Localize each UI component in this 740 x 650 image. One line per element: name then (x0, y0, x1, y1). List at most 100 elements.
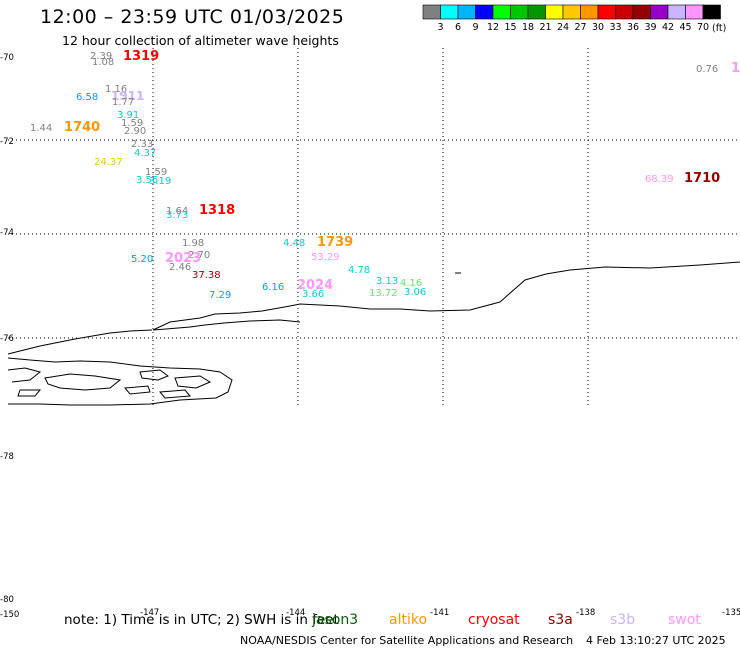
observation-label: 13.72 (369, 288, 398, 299)
satellite-label-altiko: altiko (389, 612, 428, 628)
legend-tick-label: 45 (679, 22, 691, 33)
observation-label: 0.76 (696, 64, 718, 75)
observation-label: 2.70 (188, 250, 210, 261)
legend-swatch (615, 4, 634, 20)
observation-label: 37.38 (192, 270, 221, 281)
observation-label: 3.06 (404, 287, 426, 298)
observation-label: 1319 (123, 49, 159, 64)
observation-label: 2.90 (124, 126, 146, 137)
timestamp: 4 Feb 13:10:27 UTC 2025 (586, 634, 726, 647)
legend-swatch (580, 4, 599, 20)
legend-swatch (422, 4, 441, 20)
satellite-label-s3a: s3a (548, 612, 573, 628)
longitude-labels: -150 -147 -144 -141 -138 -135 (0, 608, 740, 620)
observation-label: 4.16 (400, 278, 422, 289)
observation-label: 1.08 (92, 57, 114, 68)
observation-label: 1.77 (112, 97, 134, 108)
observation-label: 5.20 (131, 254, 153, 265)
legend-swatch (545, 4, 564, 20)
observation-label: 2023 (165, 251, 201, 266)
latitude-labels: -70 -72 -74 -76 -78 -80 (0, 53, 14, 605)
longitude-label: -141 (430, 608, 449, 618)
observation-label: 1.64 (166, 206, 188, 217)
longitude-label: -150 (0, 610, 19, 620)
latitude-label: -78 (0, 452, 14, 462)
legend-swatch (632, 4, 651, 20)
latitude-label: -80 (0, 595, 14, 605)
longitude-label: -135 (722, 608, 740, 618)
map-subtitle: 12 hour collection of altimeter wave hei… (62, 33, 339, 48)
legend-tick-label: 12 (487, 22, 499, 33)
legend-tick-label: 30 (592, 22, 604, 33)
latitude-label: -76 (0, 334, 14, 344)
observation-label: 24.37 (94, 157, 123, 168)
observation-label: 3.13 (376, 276, 398, 287)
legend-tick-label: 18 (522, 22, 534, 33)
longitude-label: -138 (576, 608, 595, 618)
legend-swatch (457, 4, 476, 20)
observation-label: 4.48 (283, 238, 305, 249)
observation-label: 1710 (684, 171, 720, 186)
legend-swatch (492, 4, 511, 20)
observation-label: 1911 (111, 89, 144, 103)
observation-label: 3.19 (149, 176, 171, 187)
observation-label: 1 (731, 61, 740, 76)
latitude-label: -74 (0, 228, 14, 238)
latitude-label: -70 (0, 53, 14, 63)
observation-label: 2.39 (90, 51, 112, 62)
observation-label: 3.56 (136, 175, 158, 186)
legend-swatch (527, 4, 546, 20)
observation-label: 3.66 (302, 289, 324, 300)
observation-label: 2.46 (169, 262, 191, 273)
observation-label: 1.44 (30, 123, 52, 134)
observation-label: 2024 (297, 278, 333, 293)
observation-label: 3.91 (117, 110, 139, 121)
legend-tick-label: 21 (539, 22, 551, 33)
legend-tick-label: 33 (609, 22, 621, 33)
legend-tick-label: 24 (557, 22, 569, 33)
legend-tick-label: 39 (644, 22, 656, 33)
observation-label: 1739 (317, 235, 353, 250)
wave-height-color-legend: 3 6 9 12 15 18 21 24 27 30 33 36 39 42 45 70 (422, 4, 721, 33)
legend-tick-label: 9 (472, 22, 478, 33)
legend-tick-label: 42 (662, 22, 674, 33)
legend-tick-label: 3 (437, 22, 443, 33)
antarctic-coastline (7, 261, 740, 406)
legend-swatch (597, 4, 616, 20)
credit-text: NOAA/NESDIS Center for Satellite Applica… (240, 634, 574, 647)
legend-tick-label: 36 (627, 22, 639, 33)
legend-tick-label: 70 (697, 22, 709, 33)
observation-label: 7.29 (209, 290, 231, 301)
legend-swatch (475, 4, 494, 20)
longitude-label: -147 (140, 608, 159, 618)
observation-label: 4.78 (348, 265, 370, 276)
observation-label: 2.33 (131, 139, 153, 150)
satellite-label-cryosat: cryosat (468, 612, 520, 628)
satellite-label-swot: swot (668, 612, 701, 628)
legend-swatch (440, 4, 459, 20)
legend-tick-label: 27 (574, 22, 586, 33)
legend-unit: (ft) (712, 23, 726, 34)
legend-swatch (702, 4, 721, 20)
observation-label: 3.73 (166, 210, 188, 221)
satellite-label-jason3: jason3 (312, 612, 359, 628)
observation-label: 68.39 (645, 174, 674, 185)
longitude-label: -144 (286, 608, 305, 618)
legend-swatch (510, 4, 529, 20)
observation-label: 1.59 (121, 118, 143, 129)
legend-swatch (562, 4, 581, 20)
observation-label: 6.16 (262, 282, 284, 293)
legend-tick-label: 15 (504, 22, 516, 33)
latitude-label: -72 (0, 137, 14, 147)
observation-label: 1318 (199, 203, 235, 218)
legend-swatch (667, 4, 686, 20)
observation-label: 53.29 (311, 252, 340, 263)
legend-tick-label: 6 (455, 22, 461, 33)
observation-label: 1.98 (182, 238, 204, 249)
note-text: note: 1) Time is in UTC; 2) SWH is in fe… (64, 612, 339, 628)
observation-label: 1740 (64, 120, 100, 135)
observation-label: 4.37 (134, 148, 156, 159)
observation-label: 1.59 (145, 167, 167, 178)
